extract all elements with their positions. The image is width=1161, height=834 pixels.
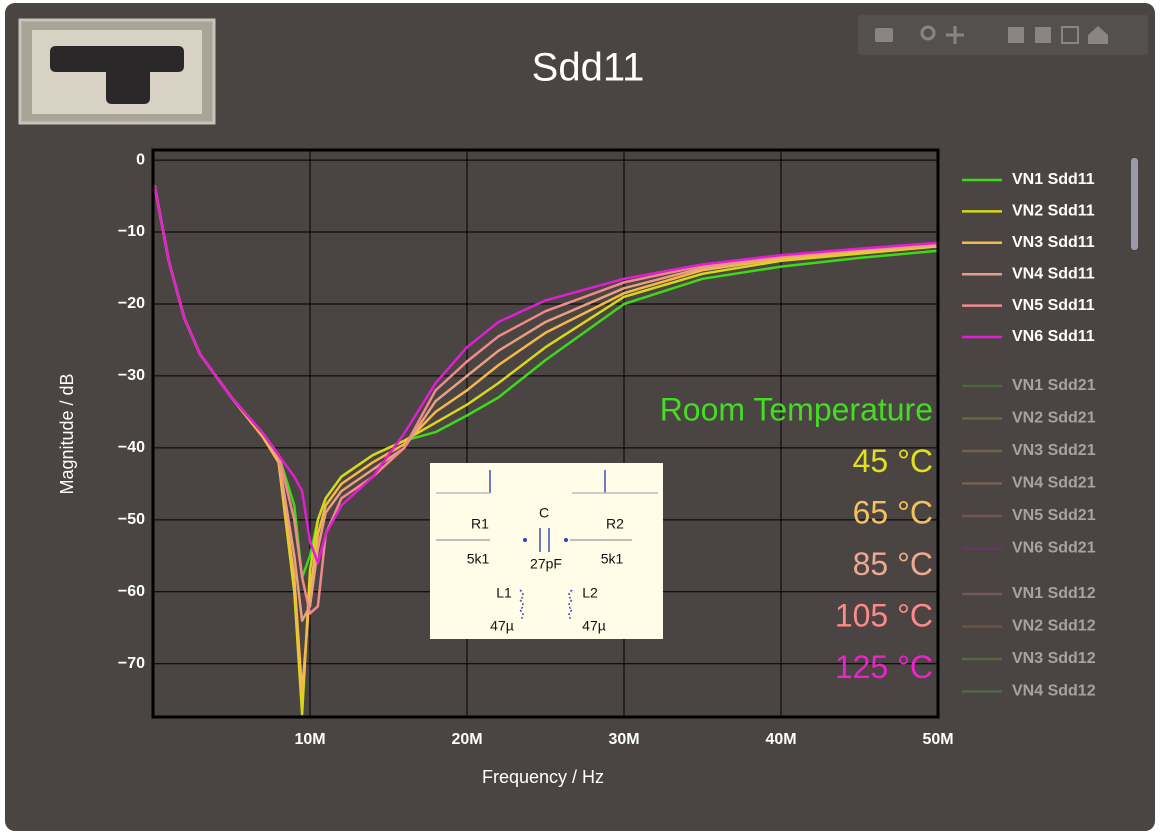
schematic-label: 47µ [490,618,514,634]
legend-item[interactable]: VN1 Sdd11 [962,171,1095,188]
y-tick-label: −40 [118,439,145,456]
pan-icon[interactable] [946,26,964,44]
y-tick-label: −20 [118,295,145,312]
y-tick-label: −30 [118,367,145,384]
plot-lines [153,185,938,716]
legend-item[interactable]: VN6 Sdd21 [962,540,1096,557]
y-tick-label: −60 [118,583,145,600]
legend-item[interactable]: VN3 Sdd21 [962,442,1096,459]
annotation: 45 °C [853,443,933,479]
schematic-inset: R1 5k1 C 27pF R2 5k1 L1 47µ L2 47µ [430,463,663,639]
legend-label: VN2 Sdd21 [1012,410,1096,427]
y-tick-label: −10 [118,223,145,240]
legend-label: VN2 Sdd11 [1012,203,1095,220]
series-line [153,185,938,565]
legend-label: VN3 Sdd21 [1012,442,1096,459]
legend-label: VN3 Sdd12 [1012,650,1096,667]
legend-scrollbar[interactable] [1131,158,1138,250]
annotation: 85 °C [853,546,933,582]
schematic-label: L1 [496,585,512,601]
legend-item[interactable]: VN4 Sdd21 [962,475,1096,492]
legend-label: VN2 Sdd12 [1012,618,1096,635]
x-axis-title: Frequency / Hz [482,767,604,787]
annotation: Room Temperature [660,391,933,427]
legend-item[interactable]: VN2 Sdd12 [962,618,1096,635]
home-icon[interactable] [1088,26,1108,44]
legend-item[interactable]: VN4 Sdd11 [962,265,1095,282]
schematic-label: R2 [606,516,624,532]
chart-title: Sdd11 [532,46,645,90]
legend-label: VN6 Sdd11 [1012,328,1095,345]
zoom-out-icon[interactable] [1035,27,1051,43]
x-tick-label: 10M [294,731,325,748]
zoom-icon[interactable] [920,25,936,41]
legend-item[interactable]: VN2 Sdd21 [962,410,1096,427]
annotation: 125 °C [835,649,933,685]
legend: VN1 Sdd11 VN2 Sdd11 VN3 Sdd11 VN4 Sdd11 VN5 … [962,158,1138,700]
legend-item[interactable]: VN5 Sdd21 [962,507,1096,524]
legend-label: VN5 Sdd21 [1012,507,1096,524]
x-tick-label: 20M [451,731,482,748]
schematic-label: 5k1 [601,551,624,567]
thumbnail [18,18,216,125]
x-tick-label: 30M [608,731,639,748]
legend-item[interactable]: VN3 Sdd11 [962,234,1095,251]
schematic-label: R1 [471,516,489,532]
legend-label: VN4 Sdd12 [1012,683,1096,700]
legend-item[interactable]: VN6 Sdd11 [962,328,1095,345]
modebar[interactable] [858,15,1148,55]
schematic-label: 27pF [530,556,562,572]
y-tick-label: 0 [136,151,145,168]
legend-label: VN5 Sdd11 [1012,297,1095,314]
legend-item[interactable]: VN1 Sdd12 [962,585,1096,602]
x-tick-label: 50M [922,731,953,748]
grid: 10M 20M 30M 40M 50M 0 −10 −20 −30 −40 −50 −60 −70 [118,150,954,748]
schematic-label: 5k1 [467,551,490,567]
legend-label: VN1 Sdd11 [1012,171,1095,188]
schematic-label: L2 [582,585,598,601]
y-tick-label: −70 [118,655,145,672]
legend-label: VN1 Sdd12 [1012,585,1096,602]
legend-item[interactable]: VN4 Sdd12 [962,683,1096,700]
schematic-label: 47µ [582,618,606,634]
plot-frame [151,148,940,719]
legend-label: VN4 Sdd11 [1012,265,1095,282]
y-axis-title: Magnitude / dB [57,373,77,494]
schematic-label: C [539,505,549,521]
legend-label: VN1 Sdd21 [1012,377,1096,394]
legend-item[interactable]: VN2 Sdd11 [962,203,1095,220]
autoscale-icon[interactable] [1061,26,1079,44]
x-tick-label: 40M [765,731,796,748]
legend-label: VN4 Sdd21 [1012,475,1096,492]
legend-item[interactable]: VN1 Sdd21 [962,377,1096,394]
panel [5,3,1155,831]
zoom-in-icon[interactable] [1008,27,1024,43]
legend-item[interactable]: VN5 Sdd11 [962,297,1095,314]
legend-label: VN6 Sdd21 [1012,540,1096,557]
annotation: 105 °C [835,597,933,633]
y-tick-label: −50 [118,511,145,528]
legend-item[interactable]: VN3 Sdd12 [962,650,1096,667]
annotation: 65 °C [853,494,933,530]
camera-icon[interactable] [875,28,893,42]
legend-label: VN3 Sdd11 [1012,234,1095,251]
